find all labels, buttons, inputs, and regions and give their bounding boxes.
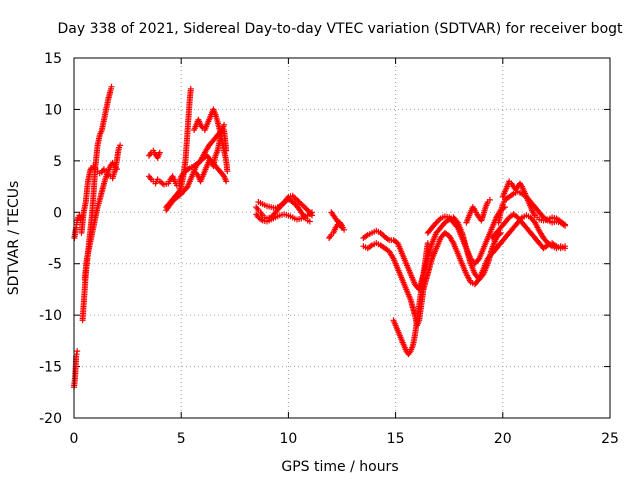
- series-h4-block: [146, 147, 163, 161]
- plot-frame: [73, 57, 611, 419]
- series-early-climb-b: [78, 142, 124, 236]
- series-h5-rise: [163, 85, 194, 211]
- series-marks-12: [253, 209, 315, 225]
- x-tick-label-0: 0: [70, 431, 79, 447]
- x-tick-label-5: 25: [601, 431, 619, 447]
- series-marks-7: [163, 85, 194, 211]
- series-marks-1: [71, 348, 81, 391]
- series-marks-24: [495, 188, 568, 229]
- y-tick-label-7: 15: [44, 51, 62, 67]
- y-tick-label-5: 5: [53, 154, 62, 170]
- series-marks-4: [81, 159, 120, 283]
- series-marks-19: [424, 204, 508, 267]
- axis-ticks: 0 5 10 15 20 25 -20 -15 -10 -5 0 5 10 15: [39, 51, 619, 447]
- series-h18-upper: [463, 196, 493, 226]
- y-tick-label-1: -15: [39, 360, 62, 376]
- series-h17-wave: [424, 204, 508, 267]
- chart-title: Day 338 of 2021, Sidereal Day-to-day VTE…: [57, 21, 623, 37]
- y-tick-label-4: 0: [53, 205, 62, 221]
- series-marks-10: [191, 106, 231, 175]
- data-points: [71, 83, 568, 391]
- series-h15-deep: [390, 240, 431, 358]
- series-early-mid: [81, 159, 120, 283]
- series-marks-13: [255, 192, 315, 219]
- y-tick-label-0: -20: [39, 411, 62, 427]
- x-tick-label-1: 5: [177, 431, 186, 447]
- series-marks-20: [463, 196, 493, 226]
- y-tick-label-3: -5: [48, 257, 62, 273]
- x-tick-label-4: 20: [494, 431, 512, 447]
- series-h6-high: [191, 106, 231, 175]
- series-h20-mid: [495, 188, 568, 229]
- y-axis-label: SDTVAR / TECUs: [6, 181, 22, 296]
- series-marks-18: [390, 240, 431, 358]
- x-axis-label: GPS time / hours: [281, 459, 398, 475]
- series-early-low-neg: [71, 348, 81, 391]
- grid-lines: [74, 58, 610, 418]
- series-marks-5: [146, 147, 163, 161]
- series-h12-upper: [328, 209, 345, 231]
- series-marks-15: [328, 209, 345, 231]
- series-h9-cluster-b: [253, 209, 315, 225]
- series-h9-cluster-c: [255, 192, 315, 219]
- series-marks-22: [489, 211, 568, 252]
- x-tick-label-2: 10: [279, 431, 297, 447]
- series-marks-3: [78, 142, 124, 236]
- y-tick-label-6: 10: [44, 102, 62, 118]
- y-tick-label-2: -10: [39, 308, 62, 324]
- series-h20-b: [489, 211, 568, 252]
- x-tick-label-3: 15: [387, 431, 405, 447]
